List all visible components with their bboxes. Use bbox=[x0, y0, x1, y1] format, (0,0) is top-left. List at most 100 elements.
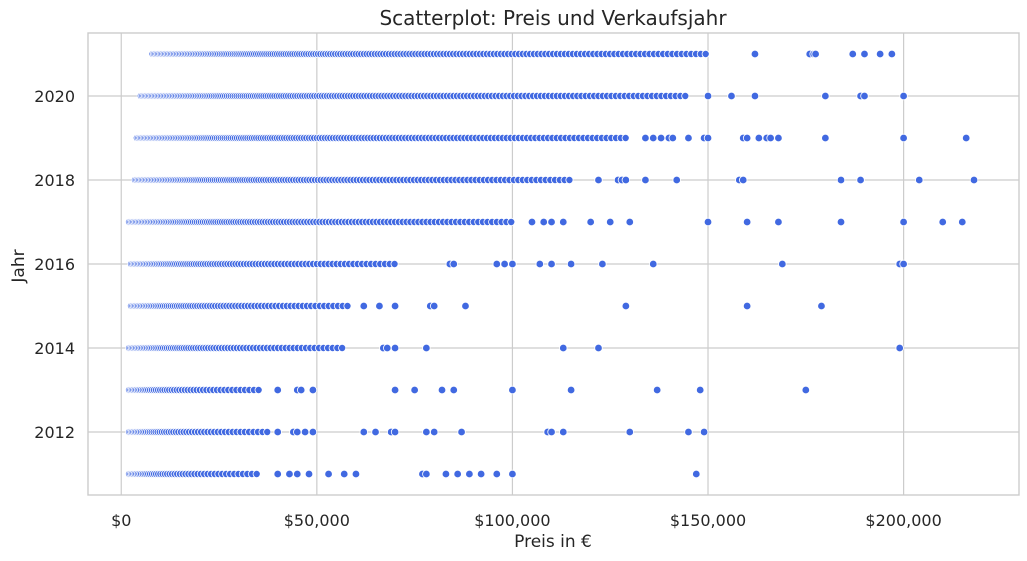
data-point bbox=[559, 343, 568, 353]
x-axis-label: Preis in € bbox=[514, 532, 592, 552]
data-point bbox=[860, 49, 869, 59]
x-tick-label: $150,000 bbox=[670, 511, 746, 530]
data-point bbox=[547, 259, 556, 269]
data-point bbox=[703, 217, 713, 227]
data-point bbox=[422, 469, 431, 479]
data-point bbox=[598, 259, 607, 269]
data-point bbox=[848, 49, 857, 59]
data-point bbox=[296, 385, 306, 395]
y-tick-label: 2012 bbox=[34, 423, 75, 442]
data-point bbox=[766, 133, 775, 143]
data-point bbox=[375, 301, 384, 311]
data-point bbox=[606, 217, 615, 227]
data-point bbox=[727, 91, 736, 101]
data-point bbox=[390, 343, 400, 353]
data-point bbox=[754, 133, 764, 143]
data-point bbox=[778, 259, 787, 269]
data-point bbox=[429, 427, 439, 437]
x-tick-label: $50,000 bbox=[284, 511, 350, 530]
data-point bbox=[390, 301, 400, 311]
data-point bbox=[801, 385, 811, 395]
data-point bbox=[324, 469, 333, 479]
data-point bbox=[821, 91, 830, 101]
data-points bbox=[125, 49, 979, 479]
tick-labels: $0 $50,000 $100,000 $150,000 $200,000 2012 201… bbox=[34, 87, 941, 530]
data-point bbox=[308, 427, 318, 437]
data-point bbox=[586, 217, 595, 227]
data-point bbox=[547, 217, 556, 227]
data-point bbox=[625, 427, 634, 437]
data-point bbox=[500, 259, 509, 269]
data-point bbox=[958, 217, 967, 227]
y-tick-label: 2016 bbox=[34, 255, 75, 274]
data-point bbox=[774, 133, 783, 143]
data-point bbox=[836, 217, 846, 227]
data-point bbox=[656, 133, 666, 143]
y-tick-label: 2018 bbox=[34, 171, 75, 190]
data-point bbox=[422, 343, 431, 353]
data-point bbox=[535, 259, 545, 269]
data-point bbox=[817, 301, 826, 311]
data-point bbox=[895, 343, 904, 353]
data-point bbox=[821, 133, 830, 143]
data-point bbox=[621, 301, 631, 311]
data-point bbox=[961, 133, 971, 143]
data-point bbox=[508, 385, 517, 395]
data-point bbox=[672, 175, 681, 185]
data-point bbox=[621, 175, 631, 185]
data-point bbox=[641, 133, 650, 143]
data-point bbox=[252, 469, 261, 478]
data-point bbox=[887, 49, 897, 59]
data-point bbox=[742, 301, 752, 311]
x-tick-label: $100,000 bbox=[474, 511, 550, 530]
plot-frame bbox=[87, 32, 1020, 496]
data-point bbox=[701, 50, 710, 59]
x-tick-label: $0 bbox=[111, 511, 131, 530]
data-point bbox=[300, 427, 310, 437]
data-point bbox=[739, 175, 748, 185]
data-point bbox=[938, 217, 947, 227]
data-point bbox=[836, 175, 846, 185]
data-point bbox=[293, 469, 302, 479]
data-point bbox=[304, 469, 314, 479]
data-point bbox=[422, 427, 431, 437]
y-tick-label: 2020 bbox=[34, 87, 75, 106]
data-point bbox=[465, 469, 474, 479]
data-point bbox=[383, 343, 392, 353]
data-point bbox=[449, 385, 458, 395]
y-axis-label: Jahr bbox=[9, 249, 29, 283]
data-point bbox=[371, 427, 380, 437]
data-point bbox=[429, 301, 439, 311]
data-point bbox=[649, 133, 658, 143]
data-point bbox=[263, 427, 272, 436]
data-point bbox=[254, 385, 263, 394]
data-point bbox=[390, 259, 399, 268]
data-point bbox=[811, 49, 820, 59]
data-point bbox=[457, 427, 466, 437]
data-point bbox=[273, 469, 282, 479]
data-point bbox=[508, 259, 517, 269]
data-point bbox=[565, 175, 574, 184]
data-point bbox=[699, 427, 709, 437]
data-point bbox=[492, 469, 501, 479]
data-point bbox=[695, 385, 705, 395]
data-point bbox=[860, 91, 869, 101]
data-point bbox=[410, 385, 419, 395]
data-point bbox=[703, 133, 713, 143]
data-point bbox=[750, 49, 760, 59]
data-point bbox=[273, 385, 282, 395]
data-point bbox=[856, 175, 865, 185]
data-point bbox=[969, 175, 979, 185]
data-point bbox=[461, 301, 470, 311]
data-point bbox=[692, 469, 701, 479]
data-point bbox=[742, 133, 752, 143]
data-point bbox=[559, 427, 568, 437]
data-point bbox=[915, 175, 924, 185]
data-point bbox=[899, 259, 908, 269]
data-point bbox=[492, 259, 501, 269]
data-point bbox=[684, 427, 693, 437]
data-point bbox=[750, 91, 760, 101]
data-point bbox=[742, 217, 752, 227]
data-point bbox=[652, 385, 662, 395]
